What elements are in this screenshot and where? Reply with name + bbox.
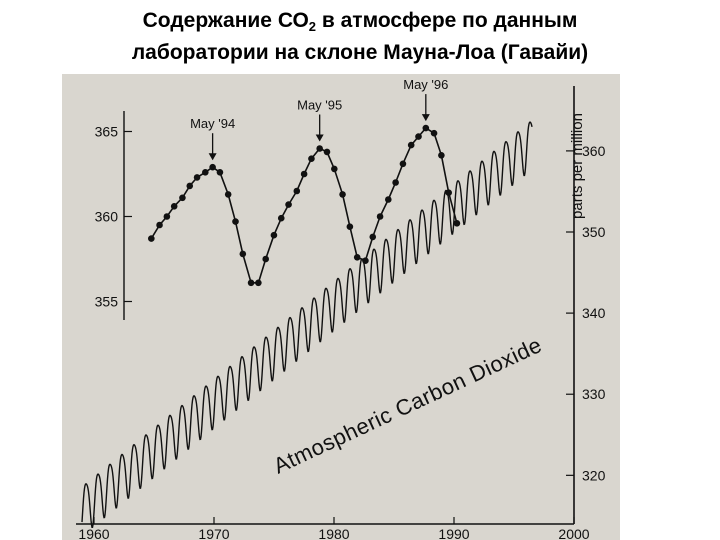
y-tick-label: 350 [582,224,606,240]
y-tick-label: 320 [582,467,606,483]
inset-data-point [445,189,452,196]
inset-data-point [353,254,361,261]
inset-data-point [331,165,338,173]
slide-title: Содержание СО2 в атмосфере по данным лаб… [0,8,720,66]
inset-data-point [148,235,155,242]
inset-data-point [422,124,430,132]
inset-data-point [209,163,216,171]
chart-svg: parts per million 1960 1970 1980 1990 2000 3… [62,74,620,540]
inset-data-point [216,169,224,176]
inset-data-point [277,214,285,222]
inset-data-point [170,203,178,210]
inset-data-point [339,191,346,198]
inset-point-group [148,124,461,287]
inset-data-point [392,179,399,186]
inset-data-point [362,257,369,264]
callout-arrow-head [208,153,217,161]
inset-data-point [300,170,308,178]
inset-data-point [232,218,239,225]
y-tick-label: 340 [582,305,606,321]
inset-data-point [453,220,461,227]
inset-data-point [430,129,438,137]
co2-seasonal-series-line [81,121,533,528]
inset-callout-group: May '94 May '95 May '96 [190,77,448,161]
main-chart-axes: parts per million [76,86,586,525]
inset-data-point [293,187,301,195]
inset-data-point [193,174,201,181]
x-tick-label: 1970 [198,526,229,540]
x-tick-label: 1960 [78,526,109,540]
inset-data-point [255,279,262,287]
title-line-1: Содержание СО2 в атмосфере по данным [0,8,720,40]
title-line-1-rest: в атмосфере по данным [316,9,578,32]
inset-data-point [270,231,278,239]
inset-data-point [438,152,445,159]
y-tick-group: 320 330 340 350 360 [566,143,606,483]
callout-label: May '94 [190,116,235,131]
x-tick-label: 1990 [438,526,469,540]
inset-data-point [224,191,232,198]
callout-label: May '96 [403,77,448,92]
inset-data-point [285,201,292,208]
inset-data-point [247,279,255,287]
inset-data-point [376,213,384,220]
inset-data-point [369,233,377,241]
x-tick-label: 2000 [558,526,589,540]
inset-y-tick-label: 355 [95,294,119,310]
scanned-chart-figure: parts per million 1960 1970 1980 1990 2000 3… [62,74,620,540]
callout-arrow-head [421,114,430,122]
paper-background [62,74,620,540]
inset-y-tick-label: 360 [95,209,119,225]
inset-data-point [179,194,186,202]
inset-data-point [346,223,354,230]
y-tick-label: 360 [582,143,606,159]
y-axis-title: parts per million [569,113,586,219]
inset-data-point [202,169,209,176]
y-tick-label: 330 [582,386,606,402]
inset-data-point [323,148,331,156]
callout-label: May '95 [297,98,342,113]
inset-data-point [316,145,323,152]
inset-data-point [186,182,194,190]
inset-data-point [239,250,247,258]
inset-chart: 355 360 365 May '94 May '95 May '96 [95,77,461,320]
title-line-1-text: Содержание СО [142,9,309,32]
inset-y-tick-label: 365 [95,124,119,140]
x-tick-label: 1980 [318,526,349,540]
inset-data-point [399,160,407,168]
title-line-2: лаборатории на склоне Мауна-Лоа (Гавайи) [131,41,589,64]
inset-data-point [407,141,415,149]
callout-arrow-head [315,134,324,142]
inset-data-point [163,213,171,220]
inset-data-point [156,221,163,229]
inset-data-point [308,155,315,162]
inset-data-point [415,133,422,140]
inset-data-point [385,196,392,203]
x-tick-group: 1960 1970 1980 1990 2000 [78,517,590,540]
title-subscript: 2 [308,19,317,34]
inset-y-tick-group: 355 360 365 [95,124,132,310]
inset-data-point [262,255,269,263]
